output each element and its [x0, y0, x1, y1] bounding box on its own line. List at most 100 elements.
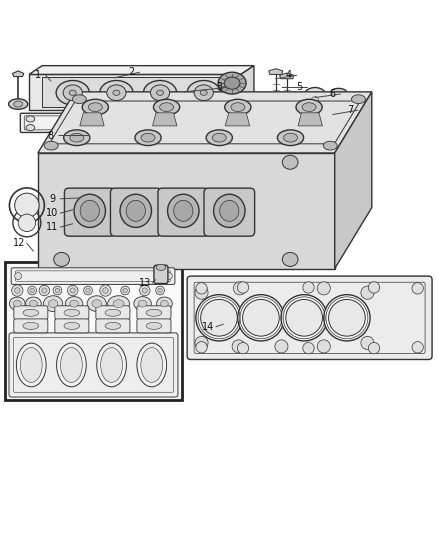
Text: 10: 10 [46, 208, 58, 218]
Ellipse shape [243, 116, 252, 122]
Ellipse shape [100, 80, 133, 105]
Ellipse shape [361, 286, 374, 299]
Ellipse shape [82, 99, 109, 115]
Ellipse shape [220, 200, 239, 221]
Ellipse shape [323, 141, 337, 150]
Text: 2: 2 [128, 67, 135, 77]
Ellipse shape [64, 322, 80, 329]
Ellipse shape [48, 300, 58, 308]
Text: 5: 5 [297, 83, 303, 93]
Ellipse shape [302, 103, 316, 111]
Ellipse shape [159, 103, 173, 111]
FancyBboxPatch shape [96, 319, 130, 333]
Ellipse shape [361, 336, 374, 350]
Ellipse shape [100, 285, 111, 296]
Ellipse shape [23, 322, 39, 329]
Ellipse shape [328, 300, 365, 336]
Ellipse shape [243, 300, 279, 336]
Ellipse shape [126, 200, 145, 221]
Text: 3: 3 [216, 83, 222, 93]
Text: 6: 6 [329, 89, 336, 99]
Ellipse shape [196, 295, 242, 341]
Ellipse shape [113, 300, 124, 308]
Ellipse shape [195, 286, 208, 299]
Ellipse shape [317, 340, 330, 353]
Ellipse shape [168, 194, 199, 228]
Text: 14: 14 [202, 322, 214, 332]
Ellipse shape [368, 343, 380, 354]
Text: 1: 1 [35, 70, 41, 80]
Ellipse shape [70, 133, 84, 142]
Ellipse shape [281, 115, 292, 123]
Ellipse shape [87, 296, 106, 311]
Ellipse shape [84, 286, 92, 295]
Ellipse shape [351, 95, 365, 103]
Ellipse shape [194, 85, 213, 101]
Ellipse shape [206, 130, 233, 146]
Ellipse shape [307, 92, 323, 107]
Ellipse shape [237, 282, 249, 293]
Ellipse shape [26, 116, 35, 122]
Ellipse shape [63, 85, 82, 101]
Ellipse shape [196, 282, 207, 294]
Polygon shape [335, 92, 372, 269]
Ellipse shape [16, 343, 46, 387]
Ellipse shape [311, 96, 318, 103]
Ellipse shape [88, 103, 102, 111]
Ellipse shape [243, 125, 252, 131]
Ellipse shape [137, 343, 166, 387]
Ellipse shape [233, 282, 247, 295]
Ellipse shape [324, 295, 370, 341]
Ellipse shape [156, 297, 172, 310]
Ellipse shape [113, 90, 120, 95]
Ellipse shape [64, 130, 90, 146]
Ellipse shape [39, 285, 49, 296]
Ellipse shape [14, 288, 20, 293]
Ellipse shape [102, 288, 108, 293]
Ellipse shape [146, 309, 162, 316]
Ellipse shape [330, 88, 347, 97]
Ellipse shape [283, 253, 298, 266]
Polygon shape [280, 73, 293, 79]
Ellipse shape [195, 336, 208, 350]
Ellipse shape [330, 119, 347, 128]
Polygon shape [269, 69, 283, 75]
Ellipse shape [70, 300, 78, 307]
Bar [38, 153, 335, 269]
Polygon shape [29, 66, 254, 75]
Ellipse shape [28, 286, 36, 295]
Ellipse shape [275, 340, 288, 353]
Ellipse shape [238, 295, 284, 341]
Ellipse shape [55, 288, 60, 293]
Ellipse shape [412, 342, 424, 353]
Ellipse shape [156, 90, 163, 95]
Ellipse shape [283, 155, 298, 169]
Ellipse shape [281, 295, 327, 341]
Ellipse shape [14, 193, 39, 217]
FancyBboxPatch shape [187, 276, 432, 359]
FancyBboxPatch shape [9, 333, 178, 397]
Ellipse shape [141, 133, 155, 142]
Ellipse shape [303, 343, 314, 354]
Ellipse shape [9, 99, 28, 109]
Ellipse shape [10, 297, 25, 310]
Ellipse shape [317, 282, 330, 295]
Ellipse shape [237, 343, 249, 354]
Polygon shape [38, 92, 372, 153]
Ellipse shape [107, 85, 126, 101]
Ellipse shape [201, 300, 237, 336]
Ellipse shape [64, 309, 80, 316]
Ellipse shape [187, 80, 220, 105]
Ellipse shape [44, 141, 58, 150]
Ellipse shape [60, 348, 82, 382]
Ellipse shape [142, 288, 148, 293]
FancyBboxPatch shape [158, 188, 208, 236]
Ellipse shape [74, 194, 106, 228]
Ellipse shape [108, 296, 130, 311]
Ellipse shape [368, 282, 380, 293]
Ellipse shape [212, 133, 226, 142]
Ellipse shape [270, 113, 282, 121]
Text: 8: 8 [48, 131, 54, 141]
Ellipse shape [121, 286, 130, 295]
Ellipse shape [42, 288, 47, 293]
